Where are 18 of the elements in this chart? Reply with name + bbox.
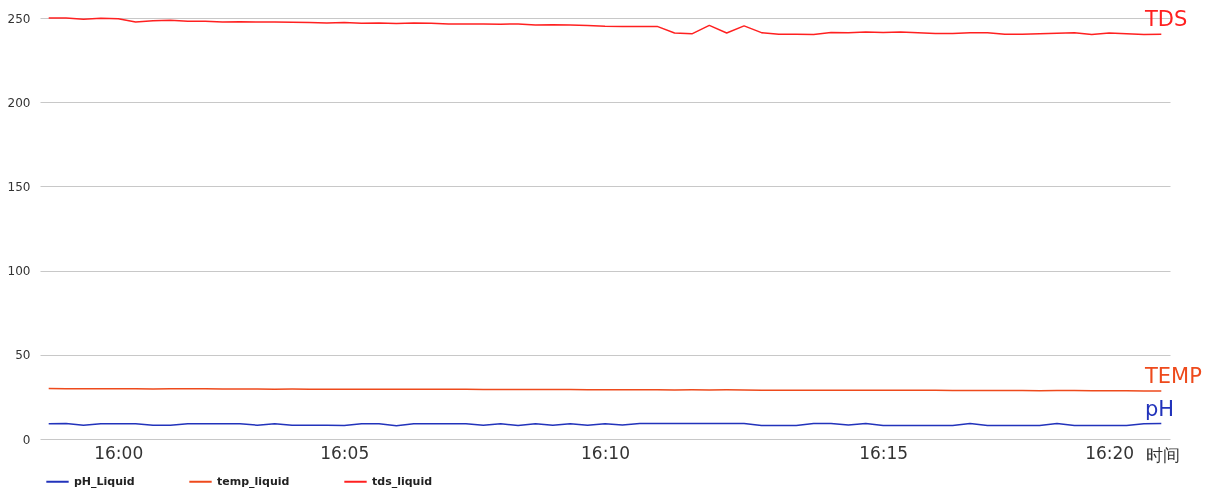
- y-tick-label: 0: [22, 432, 31, 447]
- y-tick-label: 100: [7, 264, 31, 279]
- y-tick-label: 200: [7, 95, 31, 110]
- x-axis-title: 时间: [1145, 444, 1180, 465]
- x-tick-label: 16:15: [859, 442, 909, 463]
- legend-label: tds_liquid: [372, 474, 433, 488]
- annotation: TDS: [1144, 7, 1188, 32]
- x-tick-label: 16:10: [581, 442, 630, 463]
- y-tick-label: 250: [7, 11, 31, 26]
- legend-label: temp_liquid: [217, 474, 290, 488]
- annotation: pH: [1145, 396, 1175, 421]
- annotation: TEMP: [1144, 364, 1202, 389]
- x-tick-label: 16:00: [94, 442, 144, 463]
- x-tick-label: 16:20: [1085, 442, 1135, 463]
- y-tick-label: 150: [7, 179, 31, 194]
- x-tick-label: 16:05: [320, 442, 370, 463]
- y-tick-label: 50: [15, 348, 31, 363]
- legend-label: pH_Liquid: [74, 474, 135, 488]
